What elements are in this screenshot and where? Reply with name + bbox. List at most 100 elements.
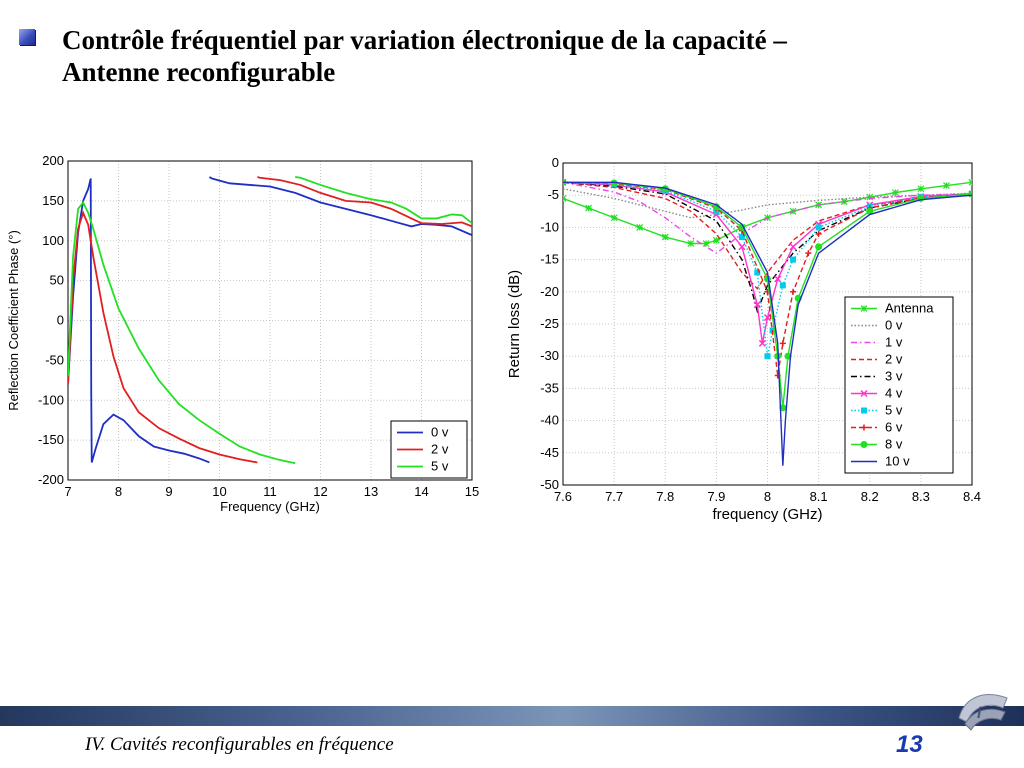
y-tick-label: -40 [540, 413, 559, 428]
x-tick-label: 11 [263, 484, 277, 499]
legend-label: 5 v [431, 459, 449, 474]
marker [917, 185, 925, 193]
marker [815, 224, 822, 231]
footer-section-label: IV. Cavités reconfigurables en fréquence [85, 734, 394, 755]
x-tick-label: 14 [414, 484, 428, 499]
y-tick-label: -150 [38, 432, 64, 447]
legend: 0 v 2 v 5 v [390, 420, 468, 479]
y-tick-label: 150 [42, 193, 64, 208]
series-0-v [68, 176, 472, 464]
y-tick-label: -50 [540, 477, 559, 492]
marker [636, 223, 644, 231]
y-tick-label: 50 [50, 273, 64, 288]
x-axis-label: Frequency (GHz) [220, 499, 320, 514]
marker [764, 353, 771, 360]
x-tick-label: 13 [364, 484, 378, 499]
legend-label: 2 v [885, 352, 903, 367]
svg-text:i: i [977, 705, 982, 722]
marker [891, 189, 899, 197]
marker [968, 178, 972, 186]
series-line [68, 176, 472, 465]
slide-title: Contrôle fréquentiel par variation élect… [62, 24, 962, 88]
y-tick-label: 100 [42, 233, 64, 248]
marker [758, 339, 766, 347]
series-10-v [563, 181, 972, 466]
marker [563, 194, 567, 202]
marker [861, 407, 867, 414]
x-tick-label: 15 [465, 484, 479, 499]
series-line [68, 176, 472, 464]
series-line [563, 181, 972, 245]
y-tick-label: -30 [540, 348, 559, 363]
marker [754, 269, 761, 276]
marker [943, 182, 950, 189]
y-tick-label: -45 [540, 445, 559, 460]
series-line [563, 181, 972, 376]
marker [860, 305, 868, 312]
legend-label: 3 v [885, 369, 903, 384]
legend: Antenna 0 v 1 v 2 v 3 v 4 v 5 v 6 v 8 v 10 v [844, 296, 954, 474]
series-line [563, 181, 972, 408]
y-tick-label: 0 [552, 155, 559, 170]
x-tick-label: 7.8 [656, 489, 674, 504]
marker [861, 424, 867, 431]
legend-label: 1 v [885, 335, 903, 350]
y-tick-label: -35 [540, 380, 559, 395]
page-number: 13 [896, 731, 923, 758]
y-tick-label: 200 [42, 153, 64, 168]
marker [779, 340, 786, 347]
y-tick-label: -20 [540, 284, 559, 299]
y-tick-label: -15 [540, 252, 559, 267]
x-tick-label: 9 [165, 484, 172, 499]
y-tick-label: -200 [38, 472, 64, 487]
return-loss-chart: 7.6 7.7 7.8 7.9 8 8.1 8.2 8.3 8.4 0 -5 -10 -15 -20 -25… [506, 155, 981, 523]
x-tick-label: 8.3 [912, 489, 930, 504]
x-axis-label: frequency (GHz) [712, 506, 822, 523]
y-tick-label: -5 [547, 187, 559, 202]
x-tick-label: 8.2 [861, 489, 879, 504]
legend-label: 10 v [885, 454, 910, 469]
plot-frame [67, 160, 473, 481]
series-1-v [563, 181, 972, 255]
marker [610, 214, 618, 222]
title-line-2: Antenne reconfigurable [62, 57, 336, 87]
x-tick-label: 12 [313, 484, 327, 499]
marker [738, 243, 746, 251]
legend-label: 8 v [885, 437, 903, 452]
series-line [563, 181, 972, 255]
marker [687, 240, 695, 247]
marker [790, 256, 797, 263]
marker [789, 243, 797, 251]
legend-label: 2 v [431, 442, 449, 457]
series-2-v [68, 176, 472, 464]
y-tick-label: 0 [57, 313, 64, 328]
marker [738, 234, 745, 241]
legend-label: 6 v [885, 420, 903, 435]
x-tick-label: 8.4 [963, 489, 981, 504]
x-tick-label: 8 [764, 489, 771, 504]
y-axis-label: Reflection Coefficient Phase (°) [6, 230, 21, 411]
x-tick-label: 7.6 [554, 489, 572, 504]
marker [702, 240, 710, 247]
x-tick-label: 8.1 [810, 489, 828, 504]
y-tick-label: -25 [540, 316, 559, 331]
marker [815, 230, 822, 237]
legend-label: 5 v [885, 403, 903, 418]
legend-label: 0 v [885, 318, 903, 333]
y-tick-label: -50 [45, 352, 64, 367]
marker [790, 288, 797, 295]
phase-chart: 7 8 9 10 11 12 13 14 15 200 150 100 50 0 -50 -100 -150 -2… [6, 153, 479, 514]
marker [774, 275, 782, 283]
footer-band [0, 706, 1024, 726]
x-tick-label: 7 [64, 484, 71, 499]
marker [805, 250, 812, 257]
marker [585, 204, 592, 212]
marker [860, 441, 868, 448]
series-0-v [563, 188, 972, 219]
marker [712, 236, 720, 244]
marker [713, 208, 720, 215]
x-tick-label: 10 [212, 484, 226, 499]
title-line-1: Contrôle fréquentiel par variation élect… [62, 25, 787, 55]
legend-label: 4 v [885, 386, 903, 401]
series-line [563, 181, 972, 466]
